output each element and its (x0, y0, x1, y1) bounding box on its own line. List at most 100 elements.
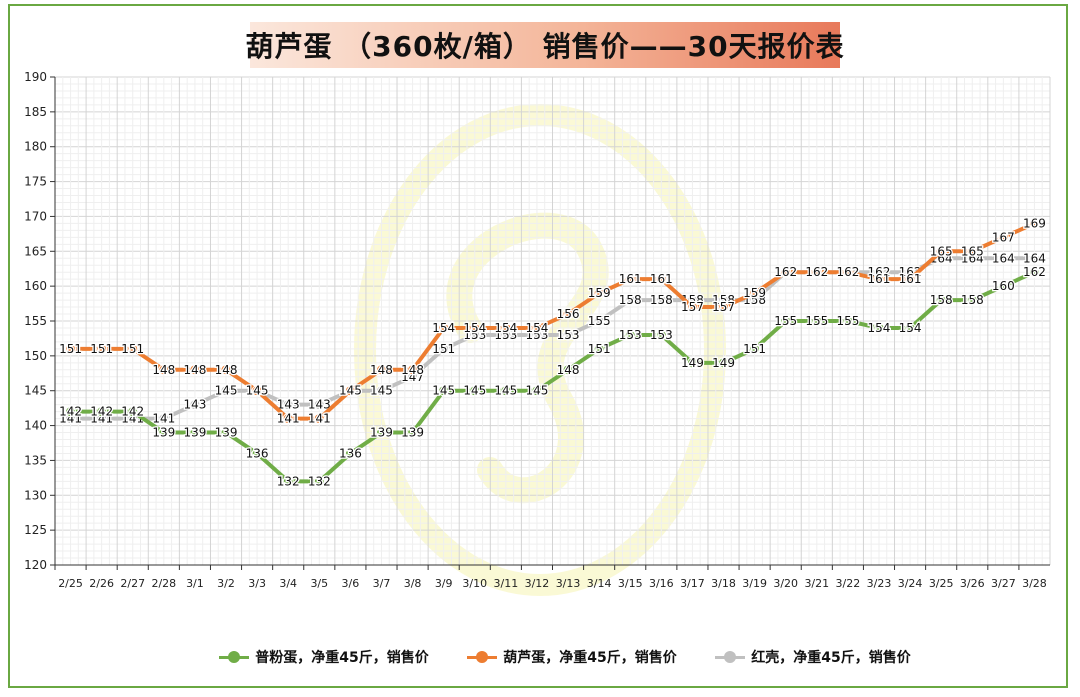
data-point[interactable] (158, 427, 170, 439)
data-point[interactable] (220, 364, 232, 376)
y-tick-label: 130 (24, 488, 47, 502)
data-label: 156 (557, 307, 580, 321)
data-label: 161 (619, 272, 642, 286)
x-tick-label: 3/23 (867, 577, 892, 590)
data-point[interactable] (220, 427, 232, 439)
data-point[interactable] (624, 294, 636, 306)
data-point[interactable] (966, 245, 978, 257)
data-label: 155 (805, 314, 828, 328)
data-point[interactable] (842, 315, 854, 327)
data-point[interactable] (718, 301, 730, 313)
data-point[interactable] (997, 231, 1009, 243)
data-point[interactable] (469, 322, 481, 334)
data-point[interactable] (158, 413, 170, 425)
legend-item-hulu[interactable]: 葫芦蛋，净重45斤，销售价 (467, 647, 677, 667)
data-point[interactable] (531, 322, 543, 334)
data-point[interactable] (282, 475, 294, 487)
data-point[interactable] (593, 287, 605, 299)
data-point[interactable] (593, 315, 605, 327)
y-tick-label: 175 (24, 175, 47, 189)
data-point[interactable] (189, 427, 201, 439)
data-point[interactable] (655, 329, 667, 341)
data-label: 157 (681, 300, 704, 314)
data-point[interactable] (189, 399, 201, 411)
data-point[interactable] (1028, 266, 1040, 278)
data-point[interactable] (686, 357, 698, 369)
legend: 普粉蛋，净重45斤，销售价 葫芦蛋，净重45斤，销售价 红壳，净重45斤，销售价 (200, 645, 930, 669)
data-point[interactable] (65, 343, 77, 355)
data-label: 139 (183, 426, 206, 440)
data-point[interactable] (438, 343, 450, 355)
x-tick-label: 3/15 (618, 577, 643, 590)
data-label: 141 (152, 412, 175, 426)
data-point[interactable] (904, 273, 916, 285)
data-point[interactable] (127, 343, 139, 355)
data-point[interactable] (997, 280, 1009, 292)
data-point[interactable] (873, 322, 885, 334)
data-point[interactable] (469, 385, 481, 397)
data-point[interactable] (438, 322, 450, 334)
data-point[interactable] (65, 406, 77, 418)
x-tick-label: 2/26 (89, 577, 114, 590)
data-point[interactable] (407, 427, 419, 439)
data-point[interactable] (655, 273, 667, 285)
data-point[interactable] (624, 329, 636, 341)
data-point[interactable] (624, 273, 636, 285)
data-point[interactable] (407, 364, 419, 376)
data-point[interactable] (935, 294, 947, 306)
data-point[interactable] (282, 413, 294, 425)
legend-item-pufen[interactable]: 普粉蛋，净重45斤，销售价 (219, 647, 429, 667)
data-point[interactable] (562, 308, 574, 320)
data-point[interactable] (282, 399, 294, 411)
data-point[interactable] (873, 273, 885, 285)
data-point[interactable] (158, 364, 170, 376)
data-point[interactable] (344, 447, 356, 459)
data-point[interactable] (189, 364, 201, 376)
data-point[interactable] (811, 266, 823, 278)
data-point[interactable] (438, 385, 450, 397)
data-point[interactable] (997, 252, 1009, 264)
data-point[interactable] (780, 266, 792, 278)
data-point[interactable] (251, 447, 263, 459)
data-point[interactable] (96, 406, 108, 418)
data-point[interactable] (593, 343, 605, 355)
data-point[interactable] (718, 357, 730, 369)
data-point[interactable] (96, 343, 108, 355)
data-point[interactable] (251, 385, 263, 397)
data-point[interactable] (655, 294, 667, 306)
y-tick-label: 135 (24, 453, 47, 467)
legend-item-hongke[interactable]: 红壳，净重45斤，销售价 (715, 647, 911, 667)
data-label: 142 (59, 405, 82, 419)
data-point[interactable] (375, 385, 387, 397)
data-point[interactable] (811, 315, 823, 327)
data-point[interactable] (375, 427, 387, 439)
data-point[interactable] (966, 294, 978, 306)
legend-swatch-pufen (219, 651, 250, 663)
data-point[interactable] (500, 385, 512, 397)
data-point[interactable] (1028, 252, 1040, 264)
data-point[interactable] (344, 385, 356, 397)
data-point[interactable] (375, 364, 387, 376)
data-label: 148 (557, 363, 580, 377)
data-point[interactable] (780, 315, 792, 327)
data-point[interactable] (562, 364, 574, 376)
data-point[interactable] (313, 475, 325, 487)
data-label: 145 (215, 384, 238, 398)
data-label: 157 (712, 300, 735, 314)
data-point[interactable] (220, 385, 232, 397)
data-point[interactable] (500, 322, 512, 334)
data-point[interactable] (313, 399, 325, 411)
data-point[interactable] (127, 406, 139, 418)
data-label: 154 (432, 321, 455, 335)
data-point[interactable] (686, 301, 698, 313)
data-point[interactable] (749, 287, 761, 299)
data-point[interactable] (842, 266, 854, 278)
data-point[interactable] (1028, 217, 1040, 229)
data-label: 151 (588, 342, 611, 356)
data-point[interactable] (313, 413, 325, 425)
data-point[interactable] (562, 329, 574, 341)
data-point[interactable] (935, 245, 947, 257)
data-point[interactable] (531, 385, 543, 397)
data-point[interactable] (749, 343, 761, 355)
data-point[interactable] (904, 322, 916, 334)
